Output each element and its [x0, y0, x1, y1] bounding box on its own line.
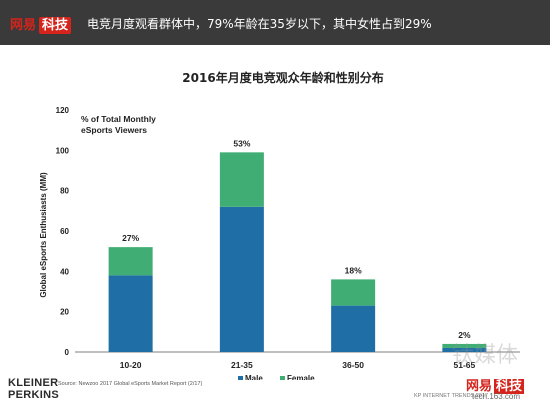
legend-label-female: Female [287, 374, 315, 380]
logo-line-1: KLEINER [8, 377, 59, 389]
bar-segment-female [219, 152, 264, 207]
netease-watermark-text: 网易 [466, 379, 493, 394]
y-axis-label: Global eSports Enthusiasts (MM) [39, 172, 48, 298]
netease-watermark-url: tech.163.com [472, 392, 521, 401]
y-tick-label: 0 [65, 348, 70, 357]
netease-watermark: 网易 科技 [466, 375, 525, 394]
legend-label-male: Male [245, 374, 263, 380]
bar-segment-male [219, 206, 264, 352]
bar-segment-male [331, 305, 376, 352]
brand-text-netease: 网易 [10, 18, 37, 33]
header-banner: 网易 科技 电竞月度观看群体中，79%年龄在35岁以下，其中女性占到29% [0, 0, 550, 45]
bar-percent-label: 18% [345, 265, 362, 275]
legend-swatch-female [280, 376, 285, 380]
bar-segment-male [108, 275, 153, 352]
chart-annotation-line: eSports Viewers [81, 125, 147, 135]
y-tick-label: 100 [56, 146, 70, 155]
bar-segment-female [442, 343, 487, 348]
x-tick-label: 10-20 [120, 360, 142, 370]
bar-percent-label: 2% [458, 330, 471, 340]
logo-line-2: PERKINS [8, 389, 59, 401]
footer-report-name: KP INTERNET TRENDS 2017 [414, 393, 488, 399]
chart-title: 2016年月度电竞观众年龄和性别分布 [182, 70, 383, 85]
bar-percent-label: 27% [122, 233, 139, 243]
x-tick-label: 51-65 [454, 360, 476, 370]
bar-percent-label: 53% [233, 138, 250, 148]
y-tick-label: 60 [60, 227, 69, 236]
brand-text-tech: 科技 [39, 17, 72, 34]
brand-logo[interactable]: 网易 科技 [10, 14, 72, 34]
bar-segment-female [331, 279, 376, 306]
x-tick-label: 36-50 [342, 360, 364, 370]
kleiner-perkins-logo: KLEINER PERKINS [8, 377, 59, 401]
legend-swatch-male [238, 376, 243, 380]
bar-segment-female [108, 247, 153, 276]
chart-annotation-line: % of Total Monthly [81, 114, 156, 124]
y-tick-label: 120 [56, 106, 70, 115]
source-note: Source: Newzoo 2017 Global eSports Marke… [58, 381, 203, 387]
y-tick-label: 80 [60, 187, 69, 196]
stacked-bar-chart: 2016年月度电竞观众年龄和性别分布 % of Total MonthlyeSpo… [39, 70, 520, 380]
bar-segment-male [442, 347, 487, 352]
tmtpost-watermark: 钛媒体 [452, 343, 519, 368]
y-tick-label: 40 [60, 267, 69, 276]
netease-watermark-tech: 科技 [494, 379, 525, 394]
y-tick-label: 20 [60, 308, 69, 317]
headline: 电竞月度观看群体中，79%年龄在35岁以下，其中女性占到29% [87, 17, 432, 31]
x-tick-label: 21-35 [231, 360, 253, 370]
